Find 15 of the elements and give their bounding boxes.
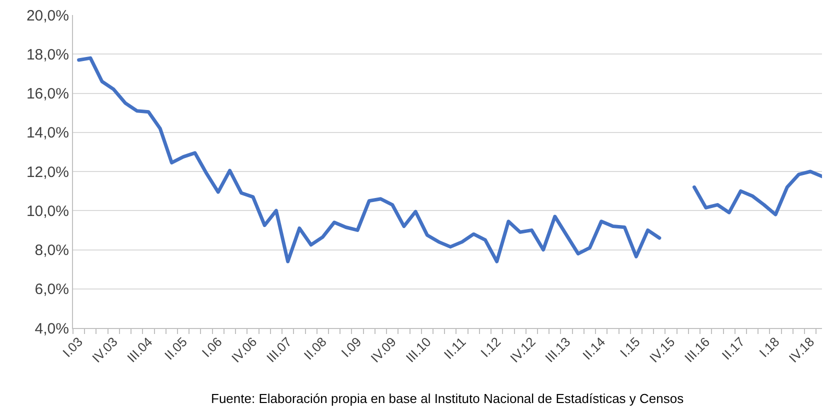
y-tick-label: 18,0%: [26, 46, 69, 64]
x-tick-label: I.12: [478, 334, 504, 360]
y-tick-label: 6,0%: [34, 281, 69, 298]
x-tick-label: II.11: [440, 334, 469, 362]
y-tick-label: 12,0%: [26, 164, 69, 181]
y-tick-label: 16,0%: [26, 86, 69, 102]
y-tick-label: 10,0%: [26, 202, 69, 220]
x-tick-label: I.09: [338, 334, 364, 360]
source-note: Fuente: Elaboración propia en base al Instituto Nacional de Estadísticas y Censos: [211, 391, 684, 406]
x-tick-label: I.18: [756, 334, 782, 360]
x-tick-label: I.15: [616, 334, 643, 360]
x-tick-label: I.06: [198, 334, 225, 360]
y-tick-label: 8,0%: [34, 242, 69, 259]
y-tick-label: 20,0%: [26, 7, 69, 24]
y-tick-label: 14,0%: [26, 124, 69, 142]
